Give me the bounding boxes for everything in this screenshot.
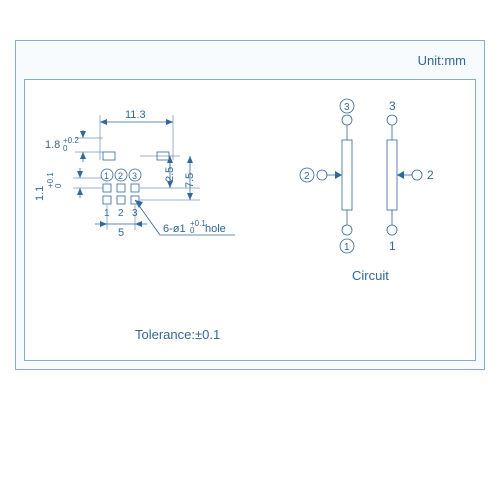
svg-text:2: 2 [118,171,123,181]
pad-left [103,152,115,160]
svg-text:0: 0 [63,144,68,153]
hole-note: 6-ø1 +0.1 0 hole [135,200,235,235]
svg-text:3: 3 [389,99,396,113]
svg-text:7.5: 7.5 [184,173,196,188]
inner-frame: 11.3 1.8 +0.2 0 [24,79,476,361]
circuit-drawing: 3 2 1 3 2 1 Circ [277,90,467,320]
dim-1-1: 1.1 +0.1 0 [34,168,103,201]
dim-1-8: 1.8 +0.2 0 [45,130,103,162]
svg-text:2: 2 [118,208,124,219]
svg-text:1: 1 [389,239,396,253]
svg-text:0: 0 [190,226,195,235]
svg-text:11.3: 11.3 [125,109,146,121]
unit-label: Unit:mm [418,53,466,68]
svg-text:3: 3 [344,102,350,113]
svg-text:1.1: 1.1 [34,186,46,201]
svg-text:2: 2 [427,168,434,182]
svg-text:0: 0 [54,183,63,188]
svg-text:6-ø1: 6-ø1 [163,223,186,235]
circuit-label: Circuit [352,268,389,283]
mech-drawing: 11.3 1.8 +0.2 0 [25,90,265,320]
tolerance-label: Tolerance:±0.1 [135,327,220,342]
svg-text:5: 5 [118,227,124,239]
circuit-right: 3 2 1 [387,99,434,253]
svg-text:2: 2 [304,171,310,182]
svg-text:2.5: 2.5 [164,167,176,182]
svg-text:1: 1 [104,171,109,181]
svg-text:1.8: 1.8 [45,139,60,151]
circuit-left: 3 2 1 [300,99,354,253]
outer-frame: Unit:mm 11.3 1.8 +0.2 [15,40,485,370]
svg-text:hole: hole [205,223,226,235]
svg-text:3: 3 [132,171,137,181]
svg-text:1: 1 [344,242,350,253]
